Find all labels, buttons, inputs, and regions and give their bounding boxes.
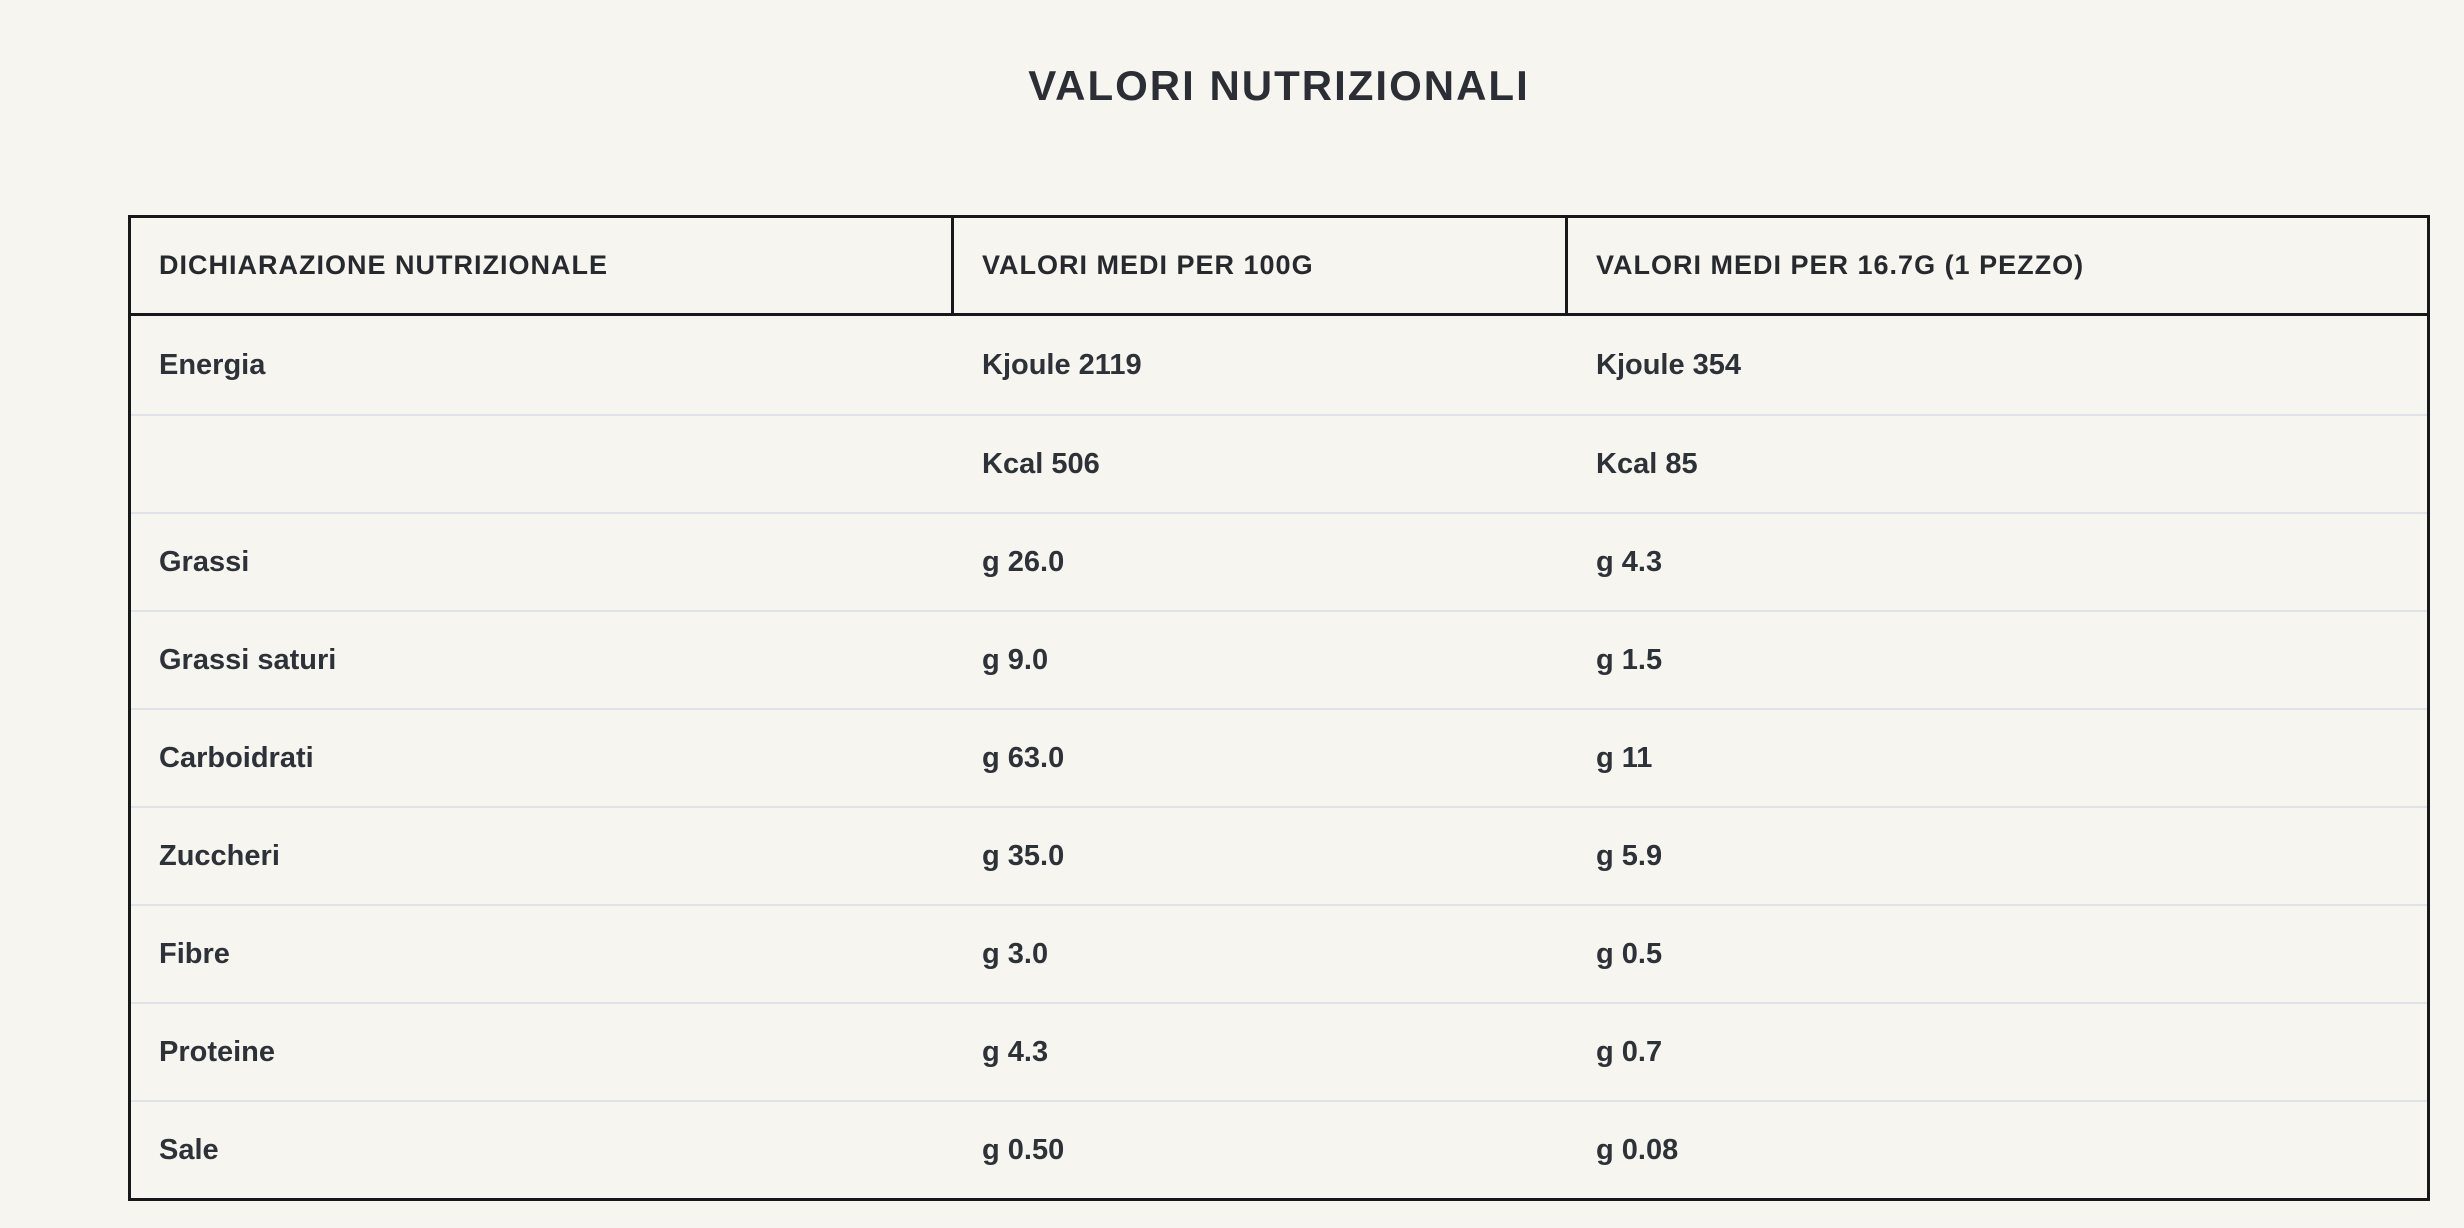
- page-content: VALORI NUTRIZIONALI DICHIARAZIONE NUTRIZ…: [128, 0, 2430, 1201]
- table-row-carboidrati: Carboidrati g 63.0 g 11: [131, 708, 2427, 806]
- table-row-sale: Sale g 0.50 g 0.08: [131, 1100, 2427, 1198]
- row-label: Energia: [159, 348, 266, 381]
- row-value-100g: g 35.0: [982, 839, 1065, 872]
- row-label: Fibre: [159, 937, 230, 970]
- row-value-100g: g 4.3: [982, 1035, 1049, 1068]
- row-value-piece: g 5.9: [1596, 839, 1663, 872]
- header-cell-per-100g: VALORI MEDI PER 100G: [954, 218, 1568, 313]
- row-value-piece: g 0.08: [1596, 1133, 1679, 1166]
- row-value-piece: g 0.7: [1596, 1035, 1663, 1068]
- row-value-100g: Kjoule 2119: [982, 348, 1142, 381]
- row-value-piece: g 11: [1596, 741, 1653, 774]
- row-label: Proteine: [159, 1035, 276, 1068]
- row-label: Grassi: [159, 545, 250, 578]
- table-row-proteine: Proteine g 4.3 g 0.7: [131, 1002, 2427, 1100]
- table-row-grassi: Grassi g 26.0 g 4.3: [131, 512, 2427, 610]
- row-value-100g: g 9.0: [982, 643, 1049, 676]
- table-header-row: DICHIARAZIONE NUTRIZIONALE VALORI MEDI P…: [131, 218, 2427, 316]
- row-label: Grassi saturi: [159, 643, 337, 676]
- row-value-100g: Kcal 506: [982, 447, 1100, 480]
- table-row-zuccheri: Zuccheri g 35.0 g 5.9: [131, 806, 2427, 904]
- table-row-fibre: Fibre g 3.0 g 0.5: [131, 904, 2427, 1002]
- table-row-grassi-saturi: Grassi saturi g 9.0 g 1.5: [131, 610, 2427, 708]
- row-value-piece: g 1.5: [1596, 643, 1663, 676]
- table-row-energia-kjoule: Energia Kjoule 2119 Kjoule 354: [131, 316, 2427, 414]
- row-value-100g: g 63.0: [982, 741, 1065, 774]
- row-value-piece: Kjoule 354: [1596, 348, 1742, 381]
- header-cell-declaration: DICHIARAZIONE NUTRIZIONALE: [131, 218, 954, 313]
- nutrition-table: DICHIARAZIONE NUTRIZIONALE VALORI MEDI P…: [128, 215, 2430, 1201]
- row-value-piece: g 0.5: [1596, 937, 1663, 970]
- row-value-piece: g 4.3: [1596, 545, 1663, 578]
- row-value-100g: g 26.0: [982, 545, 1065, 578]
- row-value-100g: g 0.50: [982, 1133, 1065, 1166]
- page-title: VALORI NUTRIZIONALI: [1028, 62, 1530, 109]
- row-label: Carboidrati: [159, 741, 314, 774]
- row-label: Zuccheri: [159, 839, 280, 872]
- table-row-energia-kcal: Kcal 506 Kcal 85: [131, 414, 2427, 512]
- row-value-100g: g 3.0: [982, 937, 1049, 970]
- row-label: Sale: [159, 1133, 219, 1166]
- row-value-piece: Kcal 85: [1596, 447, 1698, 480]
- row-label: [131, 416, 954, 512]
- header-cell-per-piece: VALORI MEDI PER 16.7G (1 PEZZO): [1596, 250, 2085, 280]
